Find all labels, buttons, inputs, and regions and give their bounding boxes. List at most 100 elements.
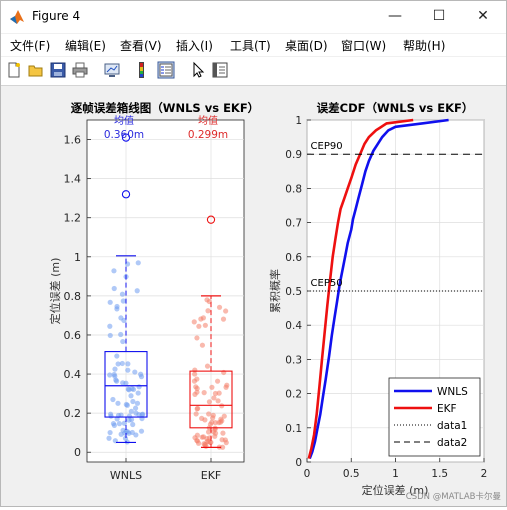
data-point (220, 316, 227, 322)
data-point (135, 390, 141, 396)
data-point (138, 428, 145, 434)
boxplot-axes-frame (86, 119, 245, 463)
data-point (122, 435, 129, 441)
data-point (130, 398, 136, 405)
figure-plot-area: 0 0.2 0.4 0.6 0.8 1 1.2 1.4 1.6 WNLS EKF 逐帧误差箱线图（… (48, 101, 501, 502)
cdf-y-tick-label: 0.8 (285, 183, 302, 195)
data-point (204, 435, 210, 442)
new-figure-icon[interactable] (5, 61, 23, 79)
menu-window[interactable]: 窗口(W) (341, 39, 387, 53)
data-point (130, 421, 136, 428)
boxplot-y-tick-label: 0.2 (64, 407, 82, 420)
data-point (132, 369, 138, 375)
open-folder-icon[interactable] (27, 61, 45, 79)
data-point (113, 377, 119, 383)
minimize-button[interactable]: — (388, 8, 402, 24)
cdf-x-tick-label: 1.5 (431, 468, 448, 480)
data-point (130, 386, 137, 393)
cdf-legend[interactable]: WNLS EKF data1 data2 (388, 377, 481, 457)
menu-desktop[interactable]: 桌面(D) (285, 39, 328, 53)
data-point (211, 395, 217, 401)
data-point (218, 416, 224, 422)
print-icon[interactable] (71, 61, 89, 79)
window-title: Figure 4 (32, 9, 81, 23)
boxplot-axes: 0 0.2 0.4 0.6 0.8 1 1.2 1.4 1.6 WNLS EKF 逐帧误差箱线图（… (48, 101, 259, 482)
property-editor-icon[interactable] (211, 61, 229, 79)
data-point (192, 391, 198, 397)
menu-view[interactable]: 查看(V) (120, 39, 162, 53)
cdf-title: 误差CDF（WNLS vs EKF） (317, 101, 474, 115)
menu-bar: 文件(F) 编辑(E) 查看(V) 插入(I) 工具(T) 桌面(D) 窗口(W… (1, 34, 506, 56)
data-point (138, 371, 144, 377)
data-point (194, 376, 200, 382)
box-ekf (189, 370, 233, 429)
data-point (215, 398, 221, 404)
ekf-mean-value: 0.299m (188, 129, 228, 141)
data-point (209, 384, 215, 390)
cdf-y-tick-label: 0.2 (285, 389, 302, 401)
cdf-y-tick-label: 0.3 (285, 354, 302, 366)
data-point (106, 435, 112, 441)
data-point (119, 291, 126, 297)
data-point (118, 412, 124, 418)
data-point (192, 435, 198, 441)
legend-icon[interactable] (157, 61, 175, 79)
data-point (202, 322, 208, 328)
cep50-annotation: CEP50 (311, 278, 343, 289)
data-point (212, 433, 218, 439)
data-point (135, 260, 141, 266)
maximize-button[interactable]: ☐ (432, 8, 446, 24)
data-point (107, 429, 113, 436)
data-point (212, 390, 219, 397)
figure-canvas: 0 0.2 0.4 0.6 0.8 1 1.2 1.4 1.6 WNLS EKF 逐帧误差箱线图（… (3, 86, 504, 506)
data-point (136, 384, 142, 390)
pointer-icon[interactable] (189, 61, 207, 79)
data-point (115, 400, 121, 406)
data-point (201, 441, 207, 447)
data-point (199, 415, 205, 421)
cdf-y-tick-label: 0.4 (285, 320, 302, 332)
data-point (120, 380, 126, 386)
data-point (201, 390, 207, 396)
data-point (214, 378, 221, 384)
boxplot-y-tick-label: 1 (74, 251, 81, 264)
close-button[interactable]: ✕ (477, 8, 489, 24)
data-point (205, 429, 212, 435)
save-icon[interactable] (49, 61, 67, 79)
data-point (107, 372, 113, 378)
data-point (198, 316, 204, 322)
colorbar-icon[interactable] (135, 61, 153, 79)
cdf-y-tick-label: 0 (295, 457, 302, 469)
cdf-x-tick-label: 1 (392, 468, 399, 480)
link-plot-icon[interactable] (103, 61, 121, 79)
data-point (204, 363, 211, 369)
data-point (125, 367, 131, 373)
data-point (125, 361, 131, 367)
ekf-mean-label: 均值 (198, 114, 218, 127)
data-point (128, 408, 134, 414)
menu-insert[interactable]: 插入(I) (176, 39, 213, 53)
data-point (111, 285, 117, 292)
data-point (196, 323, 202, 329)
menu-edit[interactable]: 编辑(E) (65, 39, 106, 53)
data-point (192, 371, 198, 377)
data-point (133, 432, 139, 438)
menu-help[interactable]: 帮助(H) (403, 39, 446, 53)
boxplot-y-tick-label: 1.4 (64, 173, 82, 186)
data-point (220, 430, 226, 436)
data-point (223, 440, 229, 446)
outlier-point (121, 190, 131, 199)
data-point (223, 384, 229, 390)
data-point (134, 288, 140, 294)
data-point (194, 406, 200, 412)
data-point (110, 396, 116, 403)
data-point (216, 304, 223, 310)
menu-tools[interactable]: 工具(T) (230, 39, 271, 53)
legend-label-wnls: WNLS (437, 386, 468, 398)
cep90-annotation: CEP90 (311, 141, 343, 152)
boxplot-y-tick-label: 0 (74, 446, 81, 459)
menu-file[interactable]: 文件(F) (10, 39, 51, 53)
data-point (111, 268, 117, 274)
cdf-y-tick-label: 0.7 (285, 218, 302, 230)
